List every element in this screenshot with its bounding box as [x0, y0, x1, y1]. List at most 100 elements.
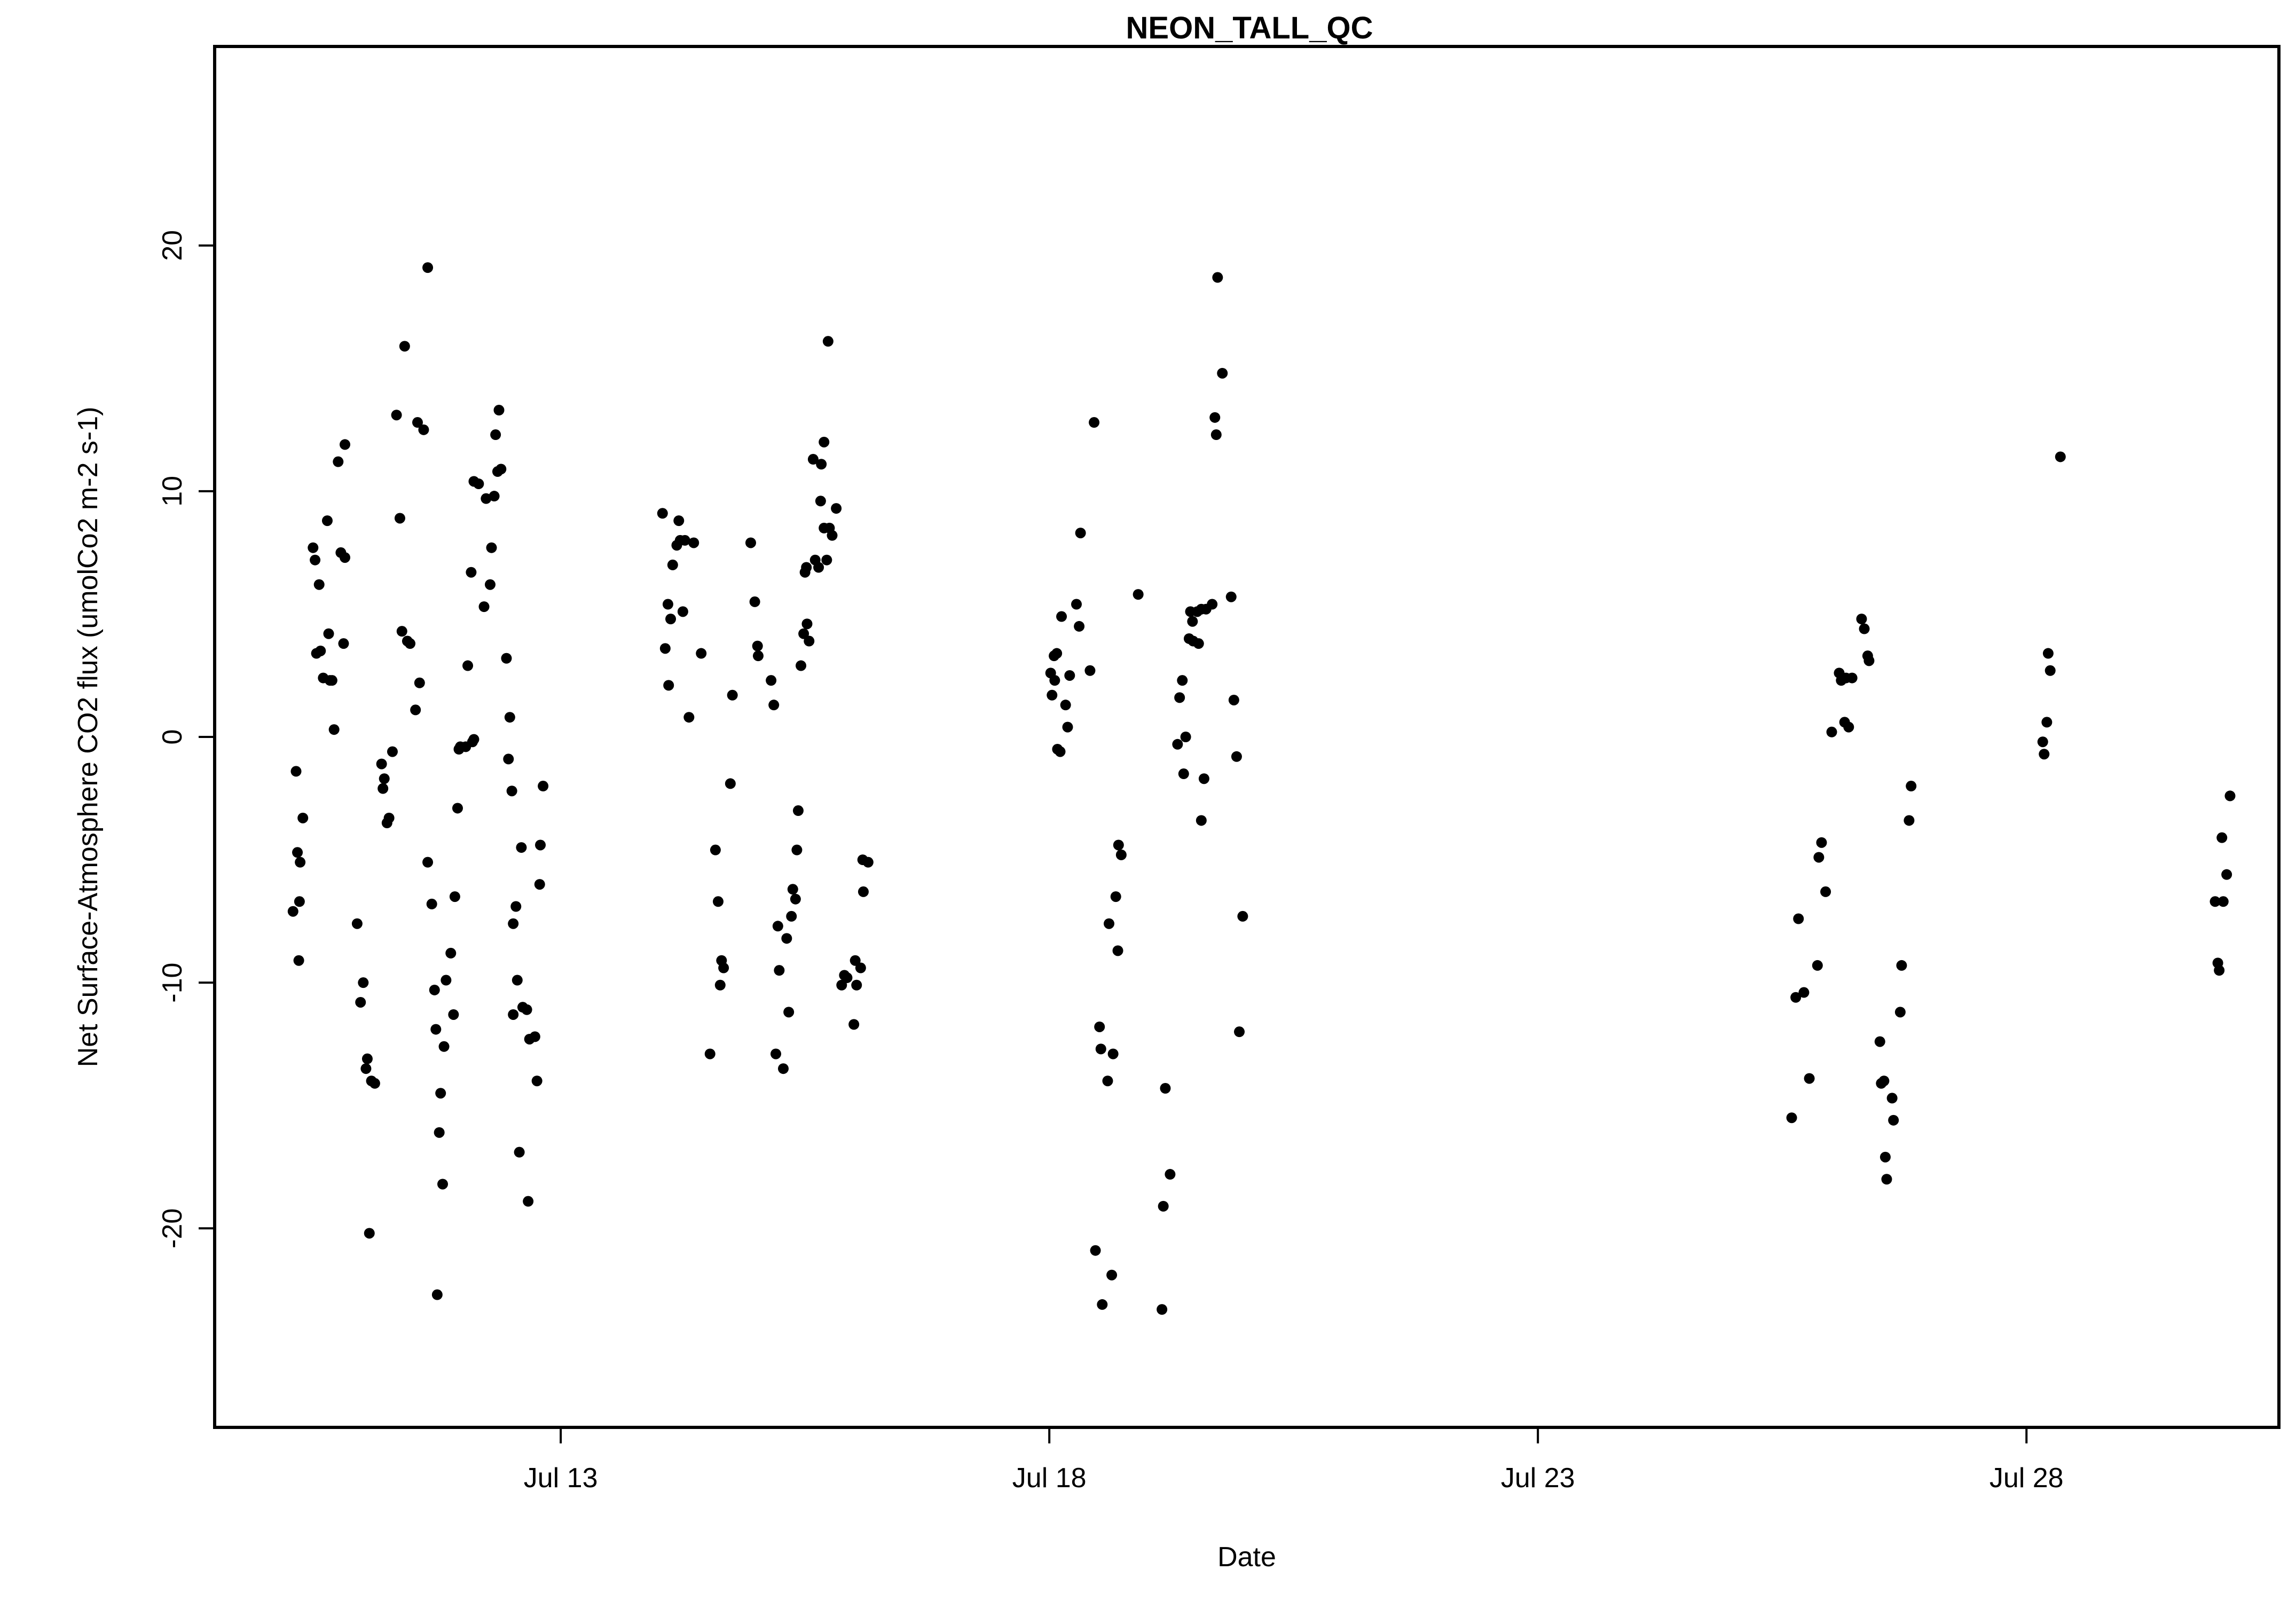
data-point: [752, 640, 763, 651]
data-point: [727, 689, 738, 701]
data-point: [712, 896, 724, 907]
data-point: [521, 1004, 532, 1015]
data-point: [1049, 675, 1060, 686]
data-point: [1177, 675, 1188, 686]
data-point: [1225, 591, 1237, 602]
data-point: [1060, 700, 1071, 711]
data-point: [804, 635, 815, 647]
data-point: [486, 542, 497, 553]
data-point: [1234, 1026, 1245, 1038]
data-point: [827, 530, 838, 541]
data-point: [662, 599, 673, 610]
data-point: [1112, 945, 1123, 956]
data-point: [710, 844, 721, 855]
chart-title: NEON_TALL_QC: [1126, 11, 1373, 45]
data-point: [468, 734, 479, 745]
data-point: [673, 515, 685, 527]
data-point: [434, 1127, 445, 1138]
x-tick-label: Jul 18: [1012, 1463, 1087, 1494]
data-point: [340, 552, 351, 563]
data-point: [1051, 648, 1063, 659]
data-point: [452, 803, 463, 814]
data-point: [449, 891, 460, 902]
data-point: [512, 975, 523, 986]
data-point: [677, 606, 688, 617]
data-point: [484, 579, 496, 590]
data-point: [774, 965, 785, 976]
y-tick-label: 10: [157, 476, 188, 507]
data-point: [378, 783, 389, 794]
data-point: [1075, 528, 1086, 539]
data-point: [1856, 614, 1867, 625]
data-point: [862, 857, 874, 868]
data-point: [493, 405, 505, 416]
data-point: [1107, 1048, 1119, 1059]
data-point: [435, 1088, 446, 1099]
data-point: [387, 746, 398, 757]
data-point: [405, 638, 416, 649]
data-point: [508, 1009, 519, 1020]
data-point: [294, 896, 305, 907]
data-point: [510, 901, 522, 912]
data-point: [538, 781, 549, 792]
data-point: [1231, 751, 1242, 762]
data-point: [437, 1179, 449, 1190]
data-point: [1090, 1245, 1101, 1256]
data-point: [422, 262, 434, 273]
data-point: [1793, 913, 1804, 924]
data-point: [321, 515, 333, 527]
data-point: [418, 424, 429, 435]
data-point: [1062, 721, 1073, 733]
data-point: [663, 680, 674, 691]
data-point: [376, 758, 387, 769]
data-point: [297, 812, 309, 823]
data-point: [1055, 746, 1066, 757]
data-point: [657, 508, 668, 519]
data-point: [414, 677, 425, 688]
data-point: [1089, 417, 1100, 428]
data-point: [1804, 1073, 1815, 1084]
y-axis: -20 -10 0 10 20: [157, 230, 215, 1248]
data-point: [369, 1078, 380, 1089]
data-point: [295, 857, 306, 868]
data-point: [851, 979, 862, 991]
data-point: [781, 933, 792, 944]
data-point: [462, 660, 474, 671]
data-point: [1786, 1112, 1797, 1124]
data-point: [798, 628, 809, 639]
data-point: [813, 562, 824, 573]
data-point: [293, 955, 304, 966]
data-point: [848, 1019, 860, 1030]
data-point: [326, 675, 337, 686]
data-point: [1178, 768, 1189, 780]
data-point: [1816, 837, 1827, 848]
data-point: [1863, 655, 1875, 666]
data-point: [772, 921, 783, 932]
data-point: [1198, 773, 1209, 784]
data-point: [1172, 739, 1183, 750]
data-point: [438, 1041, 450, 1052]
data-point: [328, 724, 340, 735]
data-point: [770, 1048, 782, 1059]
data-point: [819, 436, 830, 447]
data-point: [1102, 1075, 1113, 1087]
data-point: [1874, 1036, 1885, 1047]
data-point: [315, 645, 326, 656]
data-point: [529, 1031, 540, 1042]
data-point: [1813, 852, 1825, 863]
data-point: [679, 535, 690, 546]
data-point: [496, 464, 507, 475]
data-point: [725, 778, 736, 789]
data-point: [1074, 621, 1085, 632]
data-point: [665, 614, 677, 625]
data-point: [821, 554, 832, 566]
data-point: [1888, 1114, 1899, 1126]
data-point: [801, 618, 813, 630]
data-point: [1790, 992, 1802, 1003]
data-point: [783, 1007, 795, 1018]
data-point: [1094, 1021, 1105, 1032]
data-point: [768, 700, 780, 711]
data-point: [430, 1024, 442, 1035]
